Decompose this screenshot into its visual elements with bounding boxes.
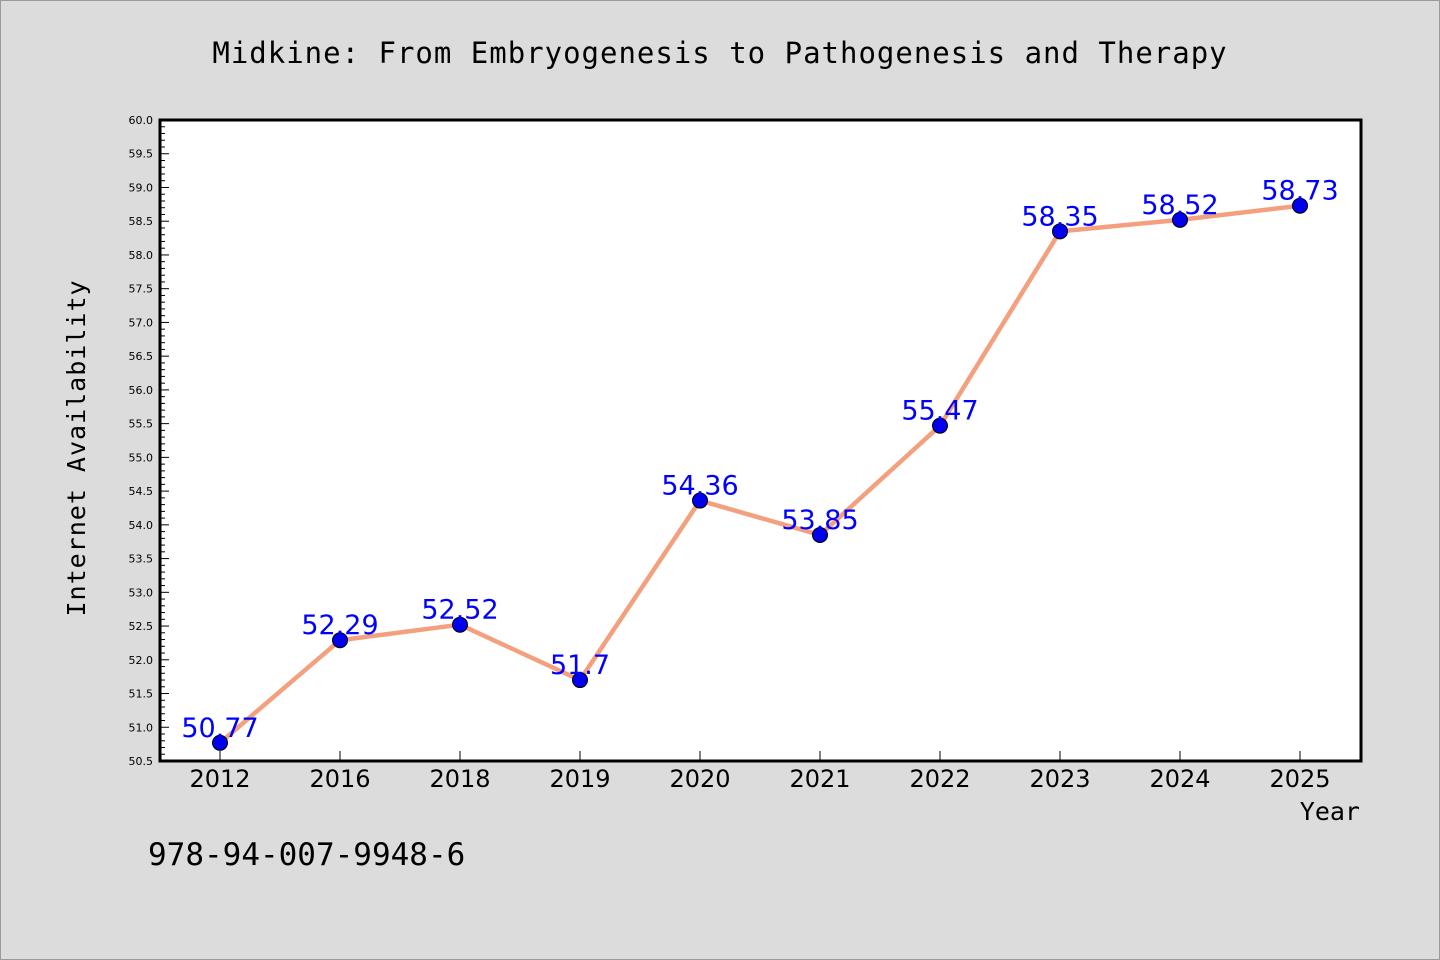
x-tick-label: 2022 [909, 765, 970, 793]
series-line [218, 203, 1301, 745]
x-tick-label: 2016 [309, 765, 370, 793]
x-axis-label: Year [1300, 797, 1360, 826]
data-label: 51.7 [550, 650, 610, 681]
data-label: 55.47 [901, 396, 978, 427]
data-point [692, 492, 708, 509]
y-tick-label: 58.0 [129, 249, 154, 262]
x-tick-label: 2018 [429, 765, 490, 793]
plot-area [158, 118, 1363, 763]
data-point [1052, 223, 1068, 240]
y-axis-label: Internet Availability [62, 279, 91, 616]
y-tick-label: 50.5 [129, 755, 154, 768]
y-tick-label: 57.5 [129, 283, 154, 296]
isbn-text: 978-94-007-9948-6 [148, 837, 465, 873]
data-point [572, 672, 588, 689]
y-tick-label: 56.0 [129, 384, 154, 397]
data-labels: 50.77 52.29 52.52 51.7 54.36 53.85 55.47 58.35 5… [181, 176, 1338, 744]
y-tick-label: 53.5 [129, 553, 154, 566]
data-point [212, 734, 228, 751]
data-label: 50.77 [181, 713, 258, 744]
data-label: 52.29 [301, 610, 378, 641]
y-tick-label: 60.0 [129, 114, 154, 127]
y-tick-label: 55.5 [129, 418, 154, 431]
data-label: 58.52 [1141, 190, 1218, 221]
series-polyline [218, 203, 1301, 745]
data-label: 58.73 [1261, 176, 1338, 207]
data-label: 52.52 [421, 595, 498, 626]
y-tick-label: 54.5 [129, 485, 154, 498]
data-point [1292, 197, 1308, 214]
data-point [452, 616, 468, 633]
y-tick-label: 54.0 [129, 519, 154, 532]
data-label: 58.35 [1021, 201, 1098, 232]
y-axis: 50.5 51.0 51.5 52.0 52.5 53.0 53.5 54.0 54.5 55.0… [129, 114, 169, 768]
y-tick-label: 58.5 [129, 215, 154, 228]
x-tick-label: 2020 [669, 765, 730, 793]
x-tick-label: 2025 [1269, 765, 1330, 793]
y-tick-label: 51.0 [129, 721, 154, 734]
x-tick-label: 2012 [189, 765, 250, 793]
data-point [932, 417, 948, 434]
y-tick-label: 52.0 [129, 654, 154, 667]
y-tick-label: 57.0 [129, 316, 154, 329]
x-tick-label: 2023 [1029, 765, 1090, 793]
data-point [332, 632, 348, 649]
data-point [812, 526, 828, 543]
data-label: 53.85 [781, 505, 858, 536]
data-label: 54.36 [661, 471, 738, 502]
chart-title: Midkine: From Embryogenesis to Pathogene… [212, 36, 1227, 70]
y-tick-label: 59.5 [129, 148, 154, 161]
y-tick-label: 51.5 [129, 688, 154, 701]
x-tick-label: 2024 [1149, 765, 1210, 793]
x-tick-label: 2021 [789, 765, 850, 793]
data-point [1172, 211, 1188, 228]
y-tick-label: 59.0 [129, 181, 154, 194]
y-tick-label: 56.5 [129, 350, 154, 363]
x-axis: 2012 2016 2018 2019 2020 2021 2022 2023 2024 2025 [189, 751, 1331, 793]
y-tick-label: 52.5 [129, 620, 154, 633]
y-tick-label: 55.0 [129, 451, 154, 464]
y-tick-label: 53.0 [129, 586, 154, 599]
series-markers [212, 197, 1308, 751]
x-tick-label: 2019 [549, 765, 610, 793]
